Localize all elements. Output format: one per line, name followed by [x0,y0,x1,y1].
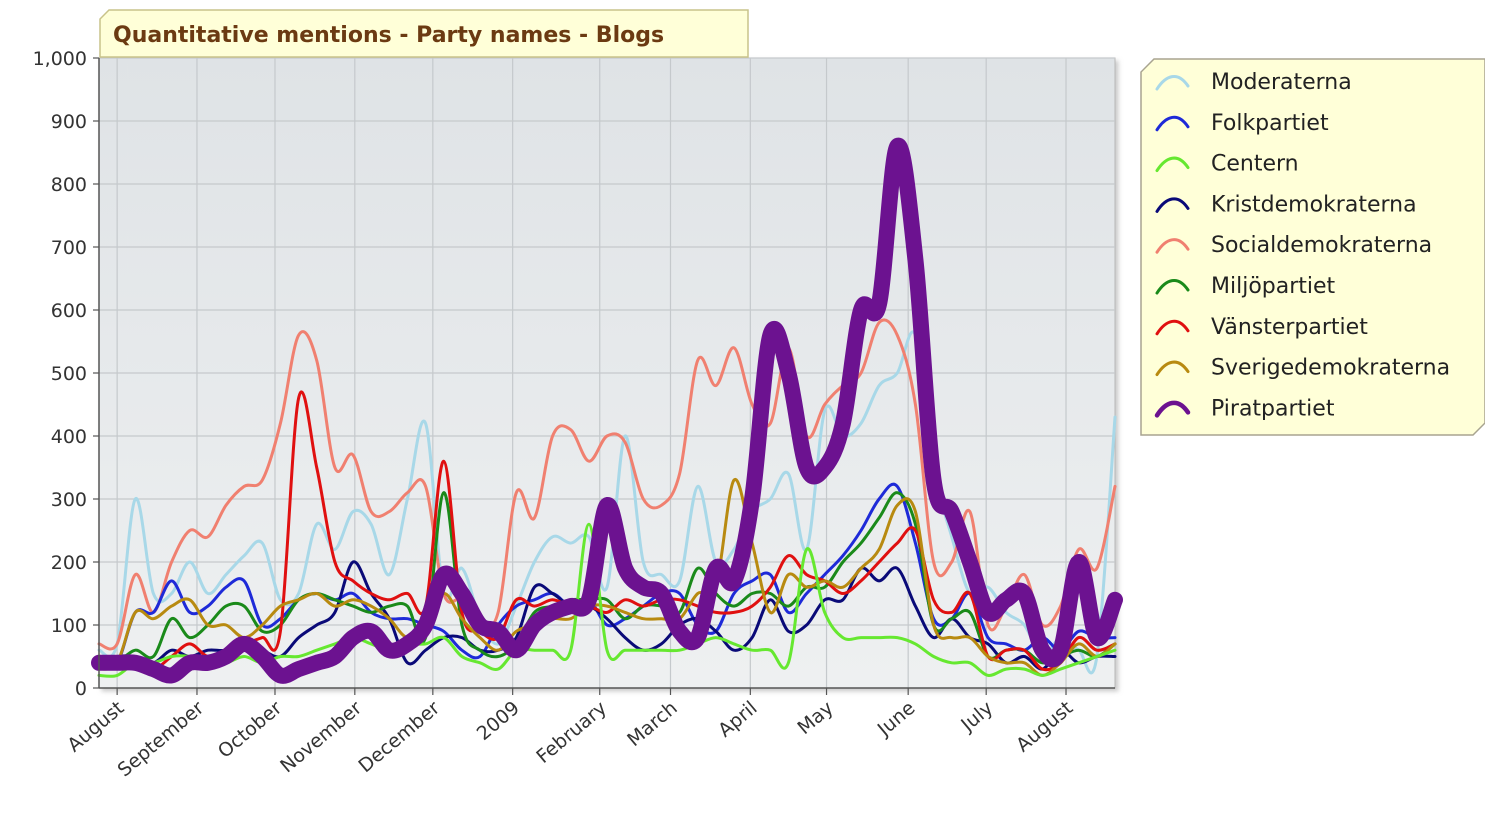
legend-label: Miljöpartiet [1211,274,1336,299]
y-tick-label: 400 [51,426,87,448]
x-tick-label: October [214,697,287,763]
chart-title-box: Quantitative mentions - Party names - Bl… [99,9,749,58]
y-axis-ticks: 0 100 200 300 400 500 600 700 800 900 1,000 [33,48,99,700]
y-tick-label: 1,000 [33,48,87,70]
legend-swatch [1155,75,1190,91]
legend-label: Kristdemokraterna [1211,192,1417,217]
x-tick-label: February [532,697,611,768]
series-line-sverigedemokraterna [97,478,1117,677]
legend-label: Centern [1211,152,1299,177]
y-tick-label: 0 [75,678,87,700]
legend-label: Folkpartiet [1211,111,1329,136]
y-tick-label: 700 [51,237,87,259]
x-tick-label: August [63,697,128,757]
legend-swatch [1154,400,1191,418]
legend-item-piratpartiet: Piratpartiet [1154,396,1335,421]
legend-swatch [1155,279,1190,295]
x-tick-label: April [714,697,761,742]
plot-area [91,57,1123,689]
x-tick-label: 2009 [473,697,524,745]
legend-label: Vänsterpartiet [1211,315,1368,340]
y-tick-label: 900 [51,111,87,133]
legend: Moderaterna Folkpartiet Centern Kristdemokr… [1140,58,1485,436]
x-tick-label: March [623,697,682,751]
legend-swatch [1155,360,1190,377]
legend-item-sverigedemokraterna: Sverigedemokraterna [1155,356,1450,381]
legend-swatch [1155,197,1190,213]
y-tick-label: 100 [51,615,87,637]
legend-item-centern: Centern [1155,152,1299,177]
legend-item-milj-partiet: Miljöpartiet [1155,274,1336,299]
legend-swatch [1155,156,1190,173]
legend-label: Piratpartiet [1211,396,1335,421]
series-line-socialdemokraterna [97,318,1117,651]
legend-label: Sverigedemokraterna [1211,356,1450,381]
legend-swatch [1155,319,1190,336]
legend-item-moderaterna: Moderaterna [1155,70,1352,95]
legend-label: Moderaterna [1211,70,1352,95]
series-line-piratpartiet [91,137,1123,684]
y-tick-label: 200 [51,552,87,574]
legend-background [1140,58,1485,436]
x-tick-label: November [276,697,366,778]
y-tick-label: 300 [51,489,87,511]
x-tick-label: June [873,697,920,741]
series-group [91,137,1123,684]
x-tick-label: August [1012,697,1077,757]
chart-title-background [99,9,749,58]
legend-item-v-nsterpartiet: Vänsterpartiet [1155,315,1368,340]
y-tick-label: 800 [51,174,87,196]
legend-swatch [1155,238,1190,254]
x-tick-label: December [354,697,444,777]
legend-item-kristdemokraterna: Kristdemokraterna [1155,192,1417,217]
x-tick-label: July [956,697,997,736]
legend-item-folkpartiet: Folkpartiet [1155,111,1329,136]
x-tick-label: May [794,697,838,739]
y-tick-label: 500 [51,363,87,385]
legend-label: Socialdemokraterna [1211,233,1432,258]
legend-swatch [1155,115,1190,132]
x-tick-label: September [114,697,209,781]
y-tick-label: 600 [51,300,87,322]
legend-item-socialdemokraterna: Socialdemokraterna [1155,233,1432,258]
chart-title: Quantitative mentions - Party names - Bl… [113,23,664,48]
